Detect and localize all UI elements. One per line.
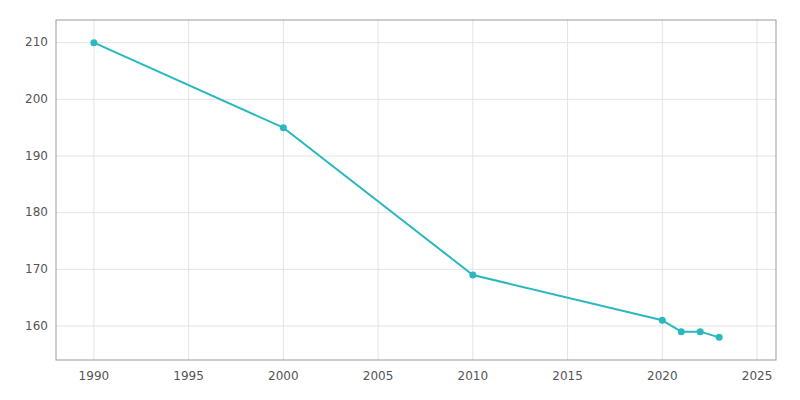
x-tick-label: 1995 [173,369,204,383]
y-tick-label: 200 [25,92,48,106]
y-grid-line [56,42,776,43]
y-tick-label: 160 [25,319,48,333]
x-tick-label: 2005 [363,369,394,383]
y-tick-label: 210 [25,35,48,49]
x-tick-label: 1990 [79,369,110,383]
x-grid-line [567,20,568,360]
x-grid-line [188,20,189,360]
x-grid-line [378,20,379,360]
y-grid-line [56,156,776,157]
x-grid-line [757,20,758,360]
marker [678,328,685,335]
y-tick-label: 170 [25,262,48,276]
marker [659,317,666,324]
x-tick-label: 2010 [458,369,489,383]
line [94,43,719,338]
x-grid-line [662,20,663,360]
x-grid-line [283,20,284,360]
y-tick-label: 180 [25,205,48,219]
x-grid-line [93,20,94,360]
series [90,39,722,341]
marker [280,124,287,131]
y-grid-line [56,326,776,327]
x-tick-label: 2015 [552,369,583,383]
y-grid-line [56,212,776,213]
marker [697,328,704,335]
marker [90,39,97,46]
marker [469,272,476,279]
marker [716,334,723,341]
grid [56,20,776,360]
plot-frame [56,20,776,360]
chart-container: 160 170 180 190 200 210 1990 1995 2000 2005 2010 20… [0,0,800,400]
x-tick-label: 2020 [647,369,678,383]
y-grid-line [56,99,776,100]
y-tick-label: 190 [25,149,48,163]
x-tick-label: 2000 [268,369,299,383]
chart-svg: 160 170 180 190 200 210 1990 1995 2000 2005 2010 20… [0,0,800,400]
axes: 160 170 180 190 200 210 1990 1995 2000 2005 2010 20… [25,35,772,383]
x-grid-line [472,20,473,360]
y-grid-line [56,269,776,270]
x-tick-label: 2025 [742,369,773,383]
